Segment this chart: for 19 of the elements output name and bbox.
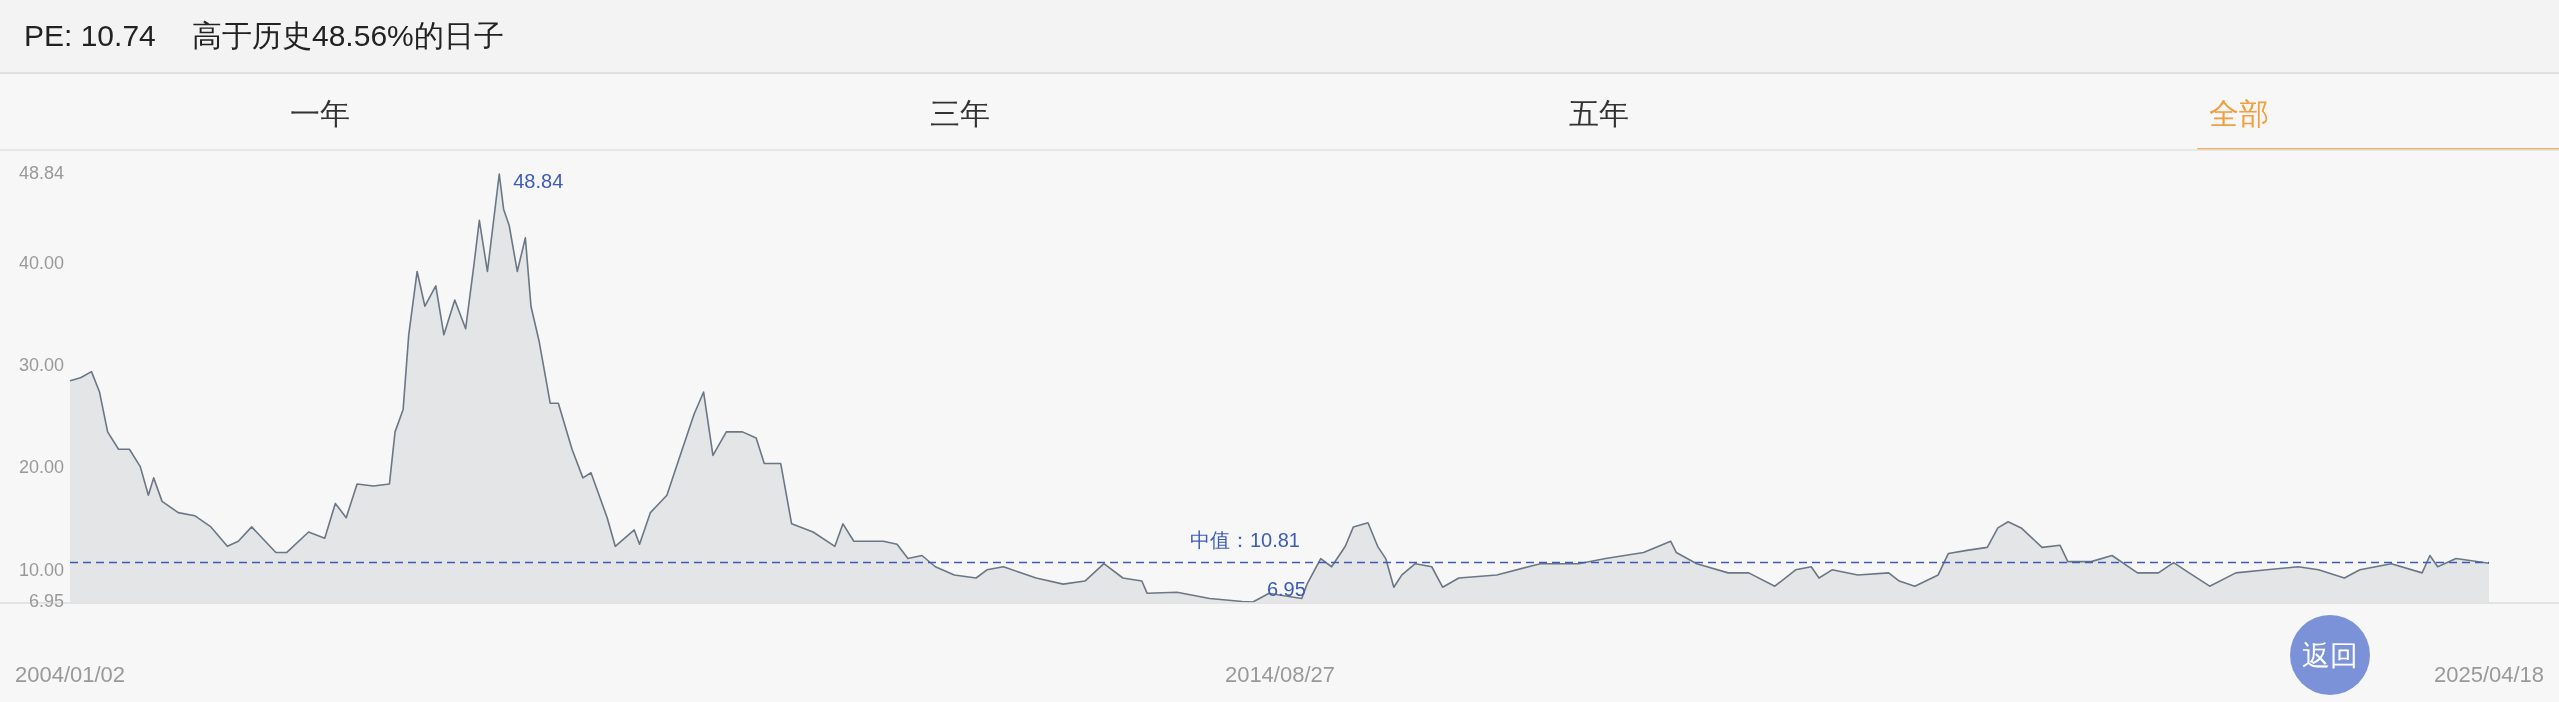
y-tick-label: 30.00 xyxy=(18,355,64,376)
y-tick-label: 40.00 xyxy=(18,253,64,274)
x-tick-label: 2025/04/18 xyxy=(2433,662,2545,687)
chart-subtitle: 高于历史48.56%的日子 xyxy=(192,19,504,52)
text: 全部 xyxy=(2209,97,2270,130)
y-tick-label: 48.84 xyxy=(18,162,64,183)
text: 一年 xyxy=(289,97,350,130)
x-tick-label: 2004/01/02 xyxy=(14,662,126,687)
annotation: 6.95 xyxy=(1266,578,1306,600)
annotation: 48.84 xyxy=(513,170,564,192)
ref-line-label: 中值：10.81 xyxy=(1189,528,1300,551)
back-button: 返回 xyxy=(2290,615,2370,695)
y-tick-label: 20.00 xyxy=(18,457,64,478)
x-tick-label: 2014/08/27 xyxy=(1224,662,1336,687)
text: 三年 xyxy=(929,97,990,130)
y-tick-label: 10.00 xyxy=(18,559,64,580)
text: 五年 xyxy=(1569,97,1630,130)
y-tick-label: 6.95 xyxy=(28,590,64,611)
chart-title: PE: 10.74 xyxy=(24,19,156,52)
